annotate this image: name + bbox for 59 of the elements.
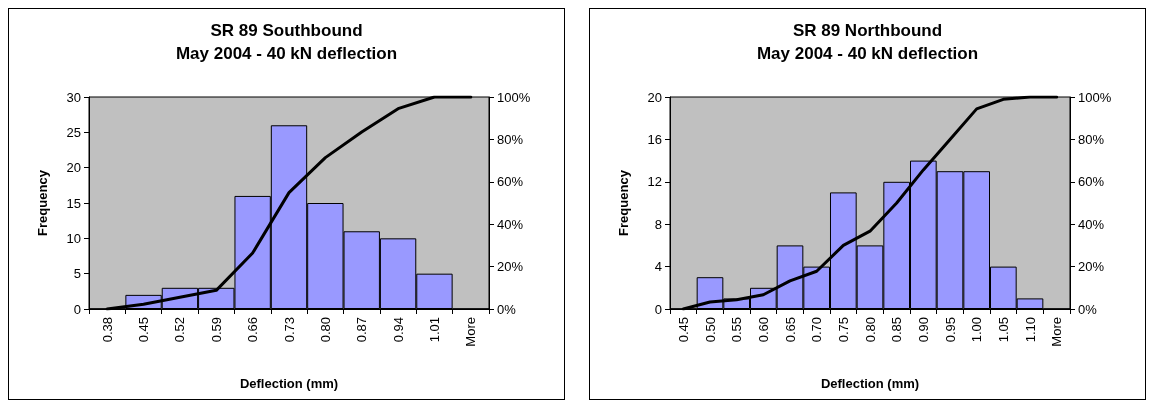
x-tick-label: More (463, 317, 479, 347)
y-tick-label: 20 (66, 160, 81, 176)
y-tick-label: 30 (66, 89, 81, 105)
y-tick-label: 4 (654, 259, 662, 275)
y-tick-label: 8 (654, 216, 662, 232)
y2-tick-label: 0% (1078, 301, 1098, 317)
chart-title: SR 89 Southbound (210, 21, 363, 40)
x-tick-label: 0.75 (835, 317, 851, 343)
chart-subtitle: May 2004 - 40 kN deflection (175, 44, 398, 63)
y-tick-label: 12 (647, 174, 662, 190)
x-tick-label: 0.50 (702, 317, 718, 343)
x-tick-label: 0.80 (862, 317, 878, 343)
chart-title: SR 89 Northbound (792, 21, 943, 40)
x-tick-label: 0.45 (136, 317, 152, 343)
y-tick-label: 0 (73, 301, 81, 317)
x-tick-label: 1.10 (1022, 317, 1038, 343)
y2-tick-label: 100% (497, 89, 531, 105)
y2-tick-label: 0% (497, 301, 517, 317)
x-axis-title: Deflection (mm) (820, 376, 920, 391)
x-tick-label: More (1049, 317, 1065, 347)
y-axis-title: Frequency (616, 169, 631, 236)
x-tick-label: 0.65 (782, 317, 798, 343)
x-tick-label: 1.01 (426, 317, 442, 343)
chart-subtitle: May 2004 - 40 kN deflection (756, 44, 979, 63)
x-tick-label: 0.90 (915, 317, 931, 343)
y2-tick-label: 20% (1078, 259, 1105, 275)
x-tick-label: 0.94 (390, 317, 406, 343)
x-tick-label: 0.38 (99, 317, 115, 343)
x-tick-label: 0.45 (675, 317, 691, 343)
x-tick-label: 0.80 (317, 317, 333, 343)
x-tick-label: 0.70 (809, 317, 825, 343)
x-tick-label: 1.05 (995, 317, 1011, 343)
y2-tick-label: 40% (497, 216, 524, 232)
y2-tick-label: 40% (1078, 216, 1105, 232)
x-tick-label: 0.66 (245, 317, 261, 343)
x-tick-label: 0.73 (281, 317, 297, 343)
x-tick-label: 0.87 (354, 317, 370, 343)
x-tick-label: 0.95 (942, 317, 958, 343)
y-tick-label: 20 (647, 89, 662, 105)
y2-tick-label: 80% (1078, 131, 1105, 147)
x-tick-label: 0.59 (208, 317, 224, 343)
x-axis-title: Deflection (mm) (239, 376, 339, 391)
y-tick-label: 25 (66, 124, 81, 140)
x-tick-label: 0.52 (172, 317, 188, 343)
y-tick-label: 0 (654, 301, 662, 317)
y2-tick-label: 60% (497, 174, 524, 190)
y-axis-title: Frequency (35, 169, 50, 236)
x-tick-label: 1.00 (969, 317, 985, 343)
x-tick-label: 0.85 (889, 317, 905, 343)
x-tick-label: 0.60 (755, 317, 771, 343)
y2-tick-label: 60% (1078, 174, 1105, 190)
y-tick-label: 16 (647, 131, 662, 147)
x-tick-label: 0.55 (729, 317, 745, 343)
y2-tick-label: 100% (1078, 89, 1112, 105)
y2-tick-label: 20% (497, 259, 524, 275)
y-tick-label: 15 (66, 195, 81, 211)
y2-tick-label: 80% (497, 131, 524, 147)
y-tick-label: 10 (66, 230, 81, 246)
y-tick-label: 5 (73, 266, 81, 282)
